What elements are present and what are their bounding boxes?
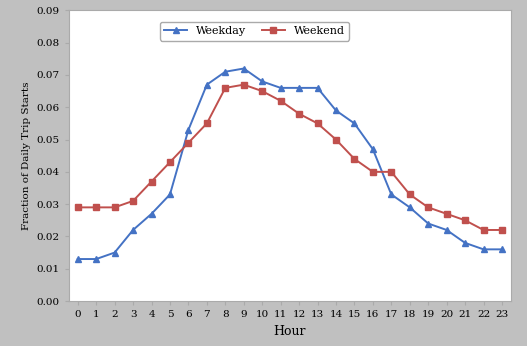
Weekday — [167, 192, 173, 197]
Weekend — [259, 89, 265, 93]
Line: Weekday: Weekday — [75, 66, 505, 262]
Weekend — [370, 170, 376, 174]
Weekend — [499, 228, 505, 232]
Weekday — [186, 128, 192, 132]
Weekday — [314, 86, 320, 90]
Weekday — [462, 241, 469, 245]
Weekend — [112, 205, 118, 209]
X-axis label: Hour: Hour — [274, 325, 306, 338]
Weekday — [370, 147, 376, 151]
Weekday — [388, 192, 394, 197]
Weekday — [277, 86, 284, 90]
Weekend — [407, 192, 413, 197]
Weekday — [149, 212, 155, 216]
Weekend — [277, 99, 284, 103]
Weekend — [93, 205, 100, 209]
Weekend — [296, 112, 302, 116]
Weekday — [296, 86, 302, 90]
Weekday — [112, 251, 118, 255]
Weekday — [333, 108, 339, 112]
Weekend — [425, 205, 431, 209]
Y-axis label: Fraction of Daily Trip Starts: Fraction of Daily Trip Starts — [22, 81, 31, 230]
Weekday — [130, 228, 136, 232]
Legend: Weekday, Weekend: Weekday, Weekend — [160, 22, 349, 40]
Weekday — [259, 79, 265, 83]
Weekday — [240, 66, 247, 71]
Weekday — [222, 70, 229, 74]
Weekend — [352, 157, 358, 161]
Weekend — [462, 218, 469, 222]
Weekday — [75, 257, 81, 261]
Weekend — [240, 83, 247, 87]
Weekday — [93, 257, 100, 261]
Weekday — [407, 205, 413, 209]
Weekend — [314, 121, 320, 126]
Weekday — [481, 247, 487, 252]
Weekday — [352, 121, 358, 126]
Weekend — [444, 212, 450, 216]
Weekend — [130, 199, 136, 203]
Weekend — [388, 170, 394, 174]
Weekday — [499, 247, 505, 252]
Line: Weekend: Weekend — [75, 82, 505, 233]
Weekend — [75, 205, 81, 209]
Weekday — [204, 83, 210, 87]
Weekend — [222, 86, 229, 90]
Weekend — [167, 160, 173, 164]
Weekday — [425, 221, 431, 226]
Weekend — [149, 180, 155, 184]
Weekend — [333, 137, 339, 142]
Weekday — [444, 228, 450, 232]
Weekend — [186, 141, 192, 145]
Weekend — [481, 228, 487, 232]
Weekend — [204, 121, 210, 126]
